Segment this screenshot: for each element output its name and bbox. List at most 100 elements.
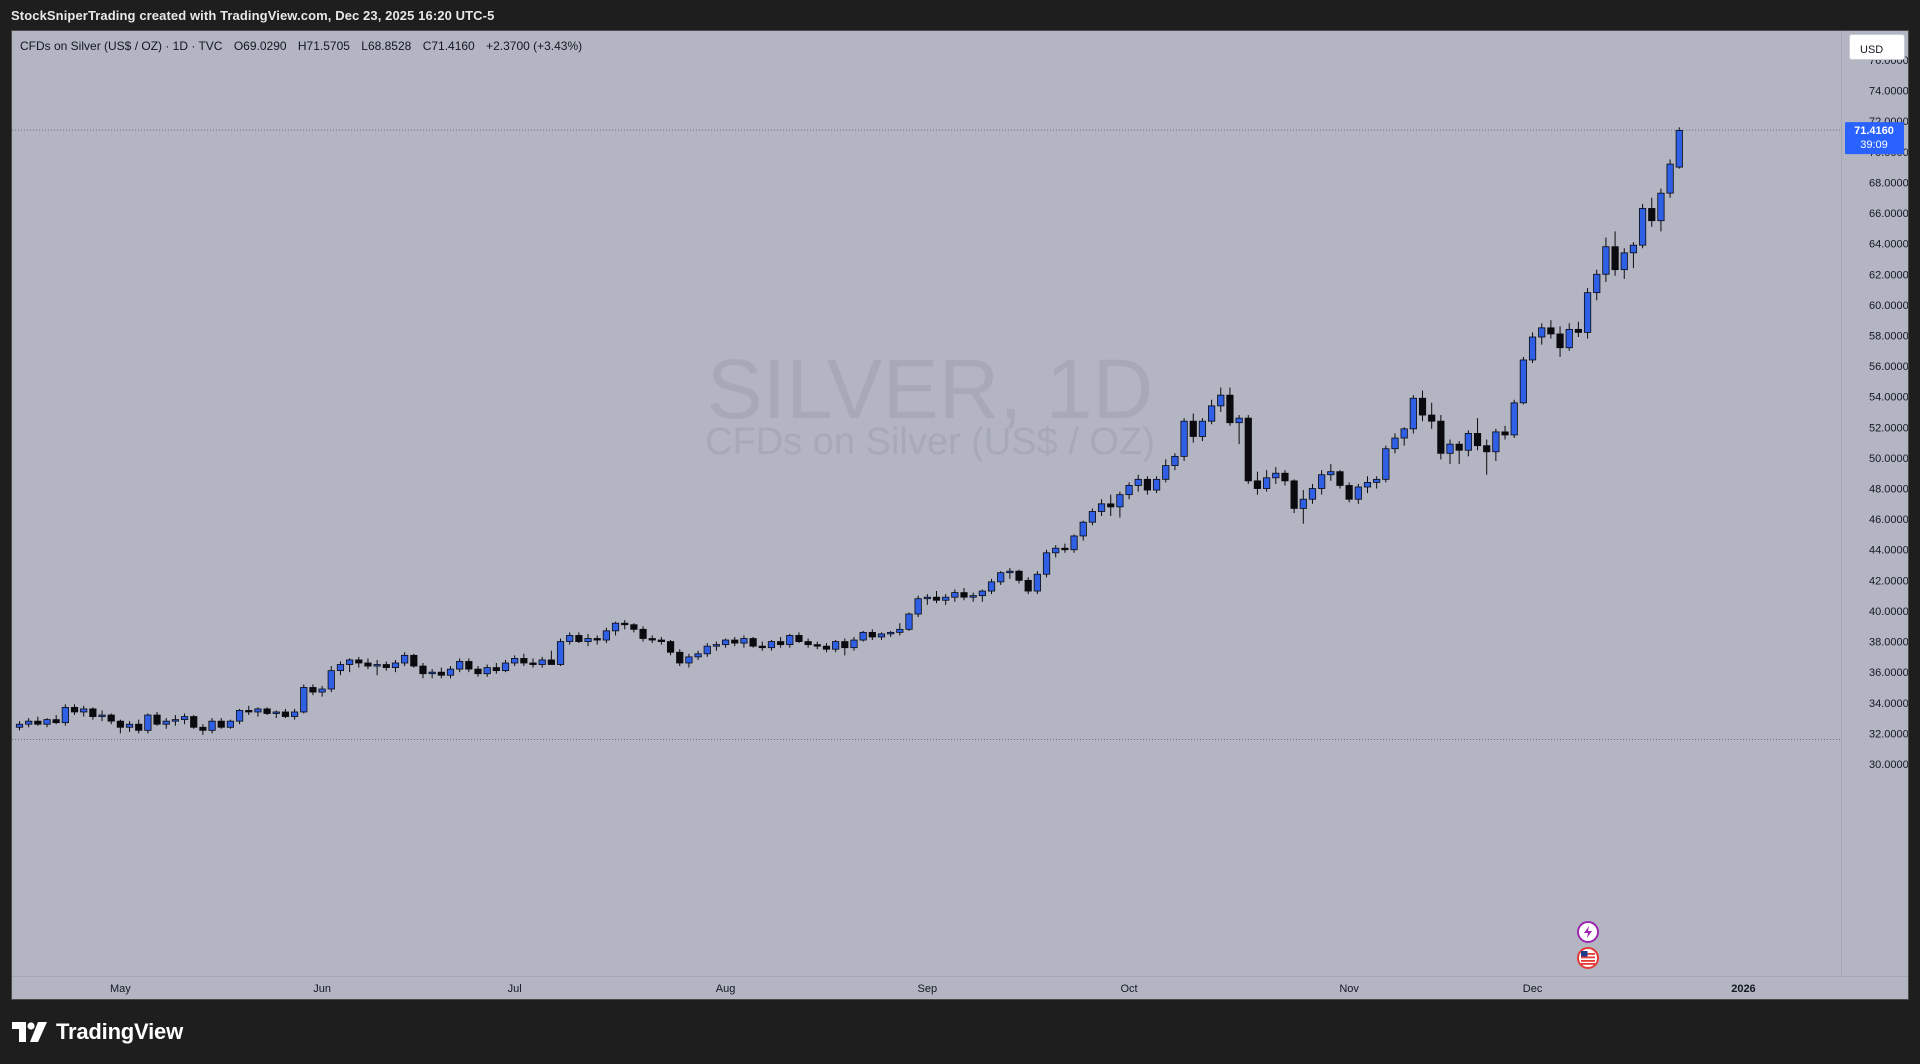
candle[interactable] — [1097, 499, 1106, 517]
candle[interactable] — [1336, 470, 1344, 489]
candle[interactable] — [877, 632, 886, 641]
candle[interactable] — [208, 718, 216, 734]
candle[interactable] — [1308, 483, 1317, 504]
candle[interactable] — [290, 708, 299, 720]
candle[interactable] — [795, 632, 803, 644]
candle[interactable] — [1253, 471, 1262, 495]
candle[interactable] — [25, 718, 33, 728]
candle[interactable] — [1024, 577, 1032, 595]
candle[interactable] — [1629, 242, 1638, 269]
candle[interactable] — [364, 658, 372, 670]
candle[interactable] — [1263, 470, 1271, 492]
candle[interactable] — [1373, 476, 1381, 489]
candle[interactable] — [1318, 470, 1326, 495]
candle[interactable] — [180, 713, 189, 725]
candle[interactable] — [80, 705, 88, 717]
candle[interactable] — [373, 659, 381, 676]
candle[interactable] — [1437, 415, 1445, 460]
candle[interactable] — [217, 718, 225, 729]
us-flag-icon[interactable] — [1577, 947, 1599, 969]
candle[interactable] — [832, 640, 840, 653]
candle[interactable] — [556, 638, 565, 667]
candle[interactable] — [1519, 356, 1527, 405]
candle[interactable] — [611, 621, 620, 636]
candle[interactable] — [346, 658, 354, 673]
candle[interactable] — [1473, 418, 1482, 451]
candle[interactable] — [281, 708, 290, 719]
candle[interactable] — [263, 707, 271, 716]
candle[interactable] — [1547, 320, 1555, 339]
candle[interactable] — [254, 707, 262, 717]
candle[interactable] — [786, 633, 794, 648]
candle[interactable] — [1107, 494, 1115, 517]
candle[interactable] — [501, 659, 510, 673]
candle[interactable] — [1363, 476, 1372, 494]
candle[interactable] — [199, 724, 207, 735]
candle[interactable] — [336, 661, 345, 676]
candle[interactable] — [1483, 439, 1491, 475]
candle[interactable] — [162, 718, 170, 729]
candle[interactable] — [465, 658, 473, 673]
candle[interactable] — [575, 632, 583, 644]
candle[interactable] — [190, 715, 198, 729]
candle[interactable] — [547, 650, 555, 665]
candle[interactable] — [1125, 482, 1133, 500]
candle[interactable] — [868, 629, 876, 641]
candle[interactable] — [630, 623, 638, 633]
candle[interactable] — [905, 612, 913, 631]
candle[interactable] — [235, 708, 244, 725]
candle[interactable] — [731, 636, 739, 647]
candle[interactable] — [1189, 413, 1197, 443]
candle[interactable] — [1501, 425, 1509, 440]
candle[interactable] — [1528, 332, 1537, 364]
candle[interactable] — [639, 626, 647, 642]
candle[interactable] — [1574, 321, 1582, 338]
candle[interactable] — [960, 588, 968, 601]
candle[interactable] — [1565, 323, 1573, 351]
candle[interactable] — [584, 633, 592, 647]
candle[interactable] — [1418, 390, 1427, 422]
candle[interactable] — [1400, 427, 1408, 446]
candle[interactable] — [300, 684, 308, 714]
candle[interactable] — [685, 653, 693, 668]
candle[interactable] — [52, 715, 60, 725]
candle[interactable] — [1088, 508, 1096, 526]
candle[interactable] — [520, 653, 528, 667]
candle[interactable] — [1675, 127, 1683, 169]
candle[interactable] — [1409, 395, 1417, 434]
candle[interactable] — [1006, 568, 1014, 579]
candle[interactable] — [98, 710, 106, 722]
candle[interactable] — [34, 716, 42, 726]
candle[interactable] — [428, 669, 436, 679]
candle[interactable] — [419, 662, 427, 679]
candle[interactable] — [309, 684, 317, 696]
candle[interactable] — [70, 704, 79, 716]
candle[interactable] — [914, 595, 922, 618]
candle[interactable] — [602, 627, 610, 644]
candle[interactable] — [61, 704, 69, 726]
candle[interactable] — [987, 578, 996, 595]
candle[interactable] — [1299, 490, 1307, 524]
candle[interactable] — [1455, 441, 1463, 465]
candle[interactable] — [474, 666, 482, 677]
chart-pane[interactable]: SILVER, 1D CFDs on Silver (US$ / OZ) 76.00… — [11, 30, 1909, 1000]
candle[interactable] — [1382, 445, 1390, 483]
candle[interactable] — [1657, 188, 1665, 232]
candle[interactable] — [135, 719, 143, 734]
candle[interactable] — [153, 711, 161, 726]
candle[interactable] — [942, 594, 950, 605]
candle[interactable] — [1391, 433, 1399, 454]
candle[interactable] — [1556, 326, 1564, 357]
candle[interactable] — [758, 641, 766, 651]
candle[interactable] — [1042, 549, 1051, 578]
candle[interactable] — [648, 635, 656, 644]
candle[interactable] — [538, 656, 546, 668]
candle[interactable] — [327, 666, 335, 693]
candle[interactable] — [740, 635, 748, 648]
candle[interactable] — [1290, 479, 1298, 514]
candle[interactable] — [721, 638, 730, 648]
candle[interactable] — [1171, 453, 1179, 471]
candle[interactable] — [1134, 474, 1142, 492]
candle[interactable] — [226, 719, 235, 729]
candle[interactable] — [1198, 418, 1207, 442]
